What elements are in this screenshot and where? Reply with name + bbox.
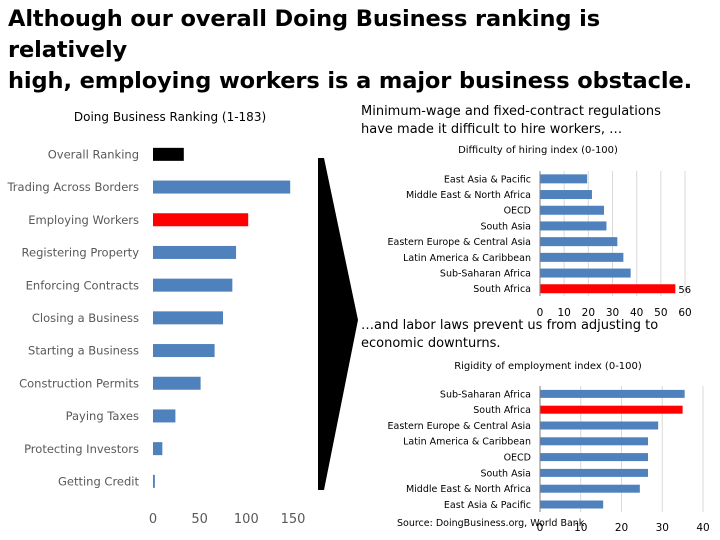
caption-hiring: Minimum-wage and fixed-contract regulati… xyxy=(361,103,716,139)
headline-line-2: high, employing workers is a major busin… xyxy=(8,68,693,94)
chart2-category-label: Eastern Europe & Central Asia xyxy=(388,421,532,432)
chart0-category-label: Getting Credit xyxy=(58,474,140,488)
chart1-category-label: East Asia & Pacific xyxy=(444,174,531,185)
chart1-data-label: 56 xyxy=(678,285,691,296)
chart1-bar xyxy=(540,237,618,247)
chart0-tick-label: 100 xyxy=(234,512,259,527)
chart2-category-label: South Asia xyxy=(480,468,531,479)
chart0-category-label: Starting a Business xyxy=(28,344,139,358)
chart2-tick-label: 40 xyxy=(696,522,709,534)
doing-business-ranking-chart: Doing Business Ranking (1-183) Overall Ra… xyxy=(6,110,305,527)
chart1-bar xyxy=(540,284,676,294)
chart0-bar xyxy=(153,213,249,227)
chart2-bar xyxy=(540,453,648,462)
chart1-category-label: Middle East & North Africa xyxy=(406,190,531,201)
chart1-bar xyxy=(540,205,605,215)
chart1-tick-label: 60 xyxy=(678,307,691,319)
chart1-bar xyxy=(540,221,607,231)
headline-line-1: Although our overall Doing Business rank… xyxy=(8,6,601,63)
chart2-tick-label: 20 xyxy=(615,522,628,534)
chart0-category-label: Closing a Business xyxy=(32,311,139,325)
chart0-bar xyxy=(153,344,215,358)
chart1-category-label: South Asia xyxy=(480,221,531,232)
caption-hiring-line-2: have made it difficult to hire workers, … xyxy=(361,122,623,137)
chart0-category-label: Protecting Investors xyxy=(24,442,139,456)
right-arrow-shape xyxy=(318,158,358,490)
chart2-tick-label: 10 xyxy=(574,522,587,534)
chart2-bar xyxy=(540,389,685,398)
chart2-category-label: Sub-Saharan Africa xyxy=(440,389,531,400)
chart0-category-label: Trading Across Borders xyxy=(6,180,139,194)
chart2-category-label: East Asia & Pacific xyxy=(444,500,531,511)
chart1-tick-label: 10 xyxy=(557,307,570,319)
chart2-category-label: Latin America & Caribbean xyxy=(403,437,531,448)
chart2-bar xyxy=(540,421,659,430)
chart0-bar xyxy=(153,180,291,194)
chart2-title: Rigidity of employment index (0-100) xyxy=(454,361,642,372)
chart0-bar xyxy=(153,376,201,390)
chart1-category-label: Eastern Europe & Central Asia xyxy=(388,237,532,248)
caption-rigidity-line-2: economic downturns. xyxy=(361,336,501,351)
chart0-tick-label: 0 xyxy=(149,512,157,527)
chart2-category-label: Middle East & North Africa xyxy=(406,484,531,495)
chart2-bar xyxy=(540,437,648,446)
chart1-tick-label: 40 xyxy=(630,307,643,319)
caption-rigidity: …and labor laws prevent us from adjustin… xyxy=(361,317,716,353)
chart0-bar xyxy=(153,409,176,423)
chart2-tick-label: 0 xyxy=(537,522,544,534)
chart1-tick-label: 50 xyxy=(654,307,667,319)
chart1-category-label: OECD xyxy=(504,206,531,217)
chart1-title: Difficulty of hiring index (0-100) xyxy=(458,145,618,156)
chart0-category-label: Registering Property xyxy=(22,246,140,260)
chart2-bar xyxy=(540,468,648,477)
chart1-tick-label: 30 xyxy=(606,307,619,319)
chart0-category-label: Construction Permits xyxy=(19,376,139,390)
chart0-title: Doing Business Ranking (1-183) xyxy=(74,110,266,124)
rigidity-of-employment-chart: Rigidity of employment index (0-100) Sub-… xyxy=(388,361,710,534)
chart2-tick-label: 30 xyxy=(656,522,669,534)
chart1-tick-label: 20 xyxy=(582,307,595,319)
chart0-category-label: Overall Ranking xyxy=(48,147,139,161)
chart0-bar xyxy=(153,474,155,488)
chart0-category-label: Paying Taxes xyxy=(66,409,139,423)
chart0-bar xyxy=(153,147,184,161)
chart1-bar xyxy=(540,174,588,184)
chart1-bar xyxy=(540,252,624,262)
chart0-bar xyxy=(153,278,233,292)
chart2-category-label: OECD xyxy=(504,453,531,464)
difficulty-of-hiring-chart: Difficulty of hiring index (0-100) East A… xyxy=(388,145,692,319)
chart0-category-label: Employing Workers xyxy=(28,213,139,227)
chart0-tick-label: 50 xyxy=(191,512,208,527)
chart1-category-label: South Africa xyxy=(473,284,531,295)
chart2-category-label: South Africa xyxy=(473,405,531,416)
chart0-bar xyxy=(153,245,237,259)
caption-hiring-line-1: Minimum-wage and fixed-contract regulati… xyxy=(361,104,661,119)
chart0-tick-label: 150 xyxy=(281,512,306,527)
caption-rigidity-line-1: …and labor laws prevent us from adjustin… xyxy=(361,318,659,333)
source-note: Source: DoingBusiness.org, World Bank xyxy=(397,518,585,529)
chart2-bar xyxy=(540,484,640,493)
chart0-bar xyxy=(153,442,163,456)
chart0-bar xyxy=(153,311,223,325)
chart0-category-label: Enforcing Contracts xyxy=(26,278,139,292)
headline: Although our overall Doing Business rank… xyxy=(8,4,714,97)
chart1-tick-label: 0 xyxy=(537,307,544,319)
chart1-category-label: Latin America & Caribbean xyxy=(403,253,531,264)
chart1-bar xyxy=(540,268,631,278)
chart1-bar xyxy=(540,190,592,200)
chart2-bar xyxy=(540,405,683,414)
chart2-bar xyxy=(540,500,604,509)
chart1-category-label: Sub-Saharan Africa xyxy=(440,268,531,279)
